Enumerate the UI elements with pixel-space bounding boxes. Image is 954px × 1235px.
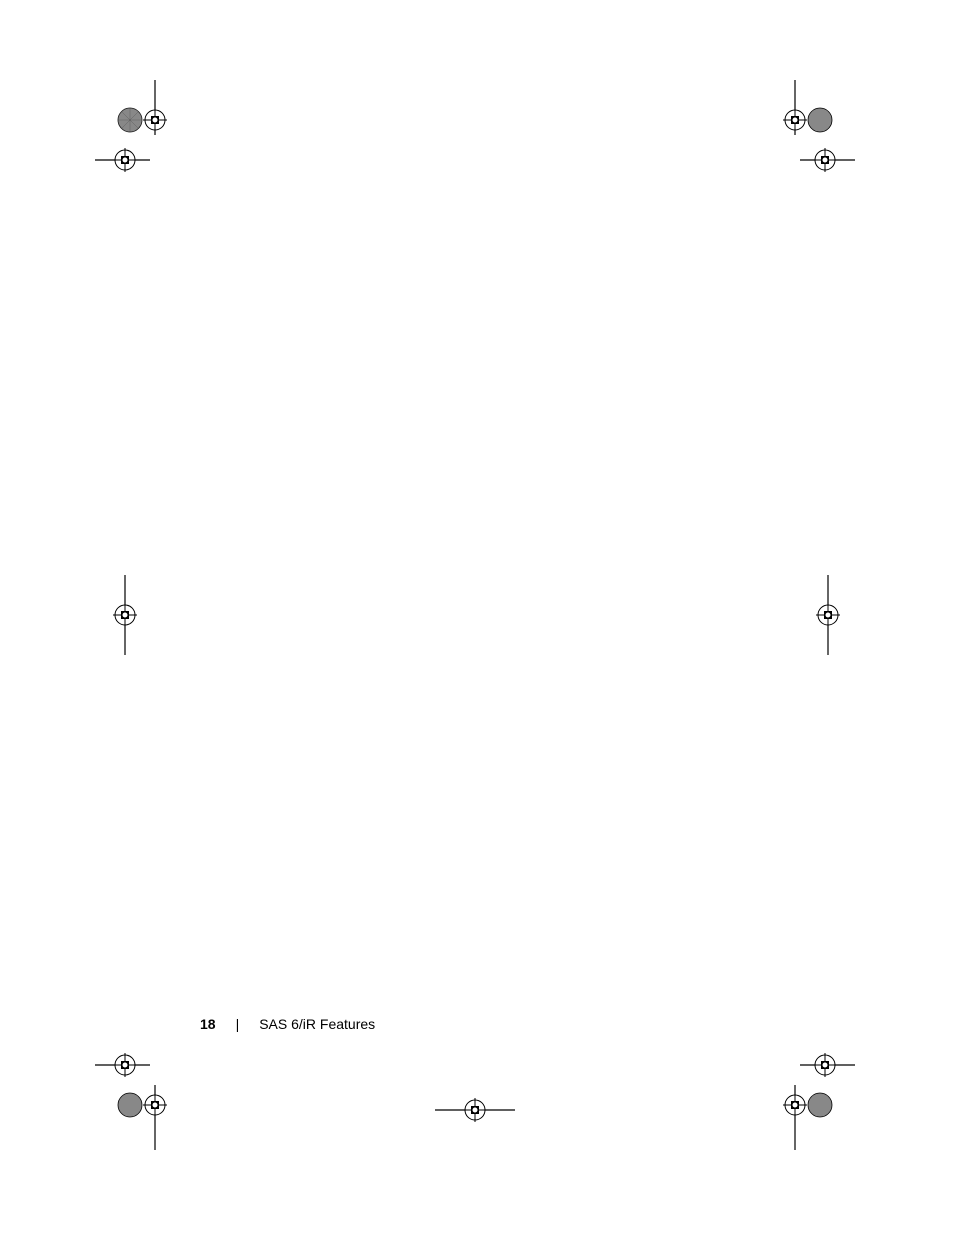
- cropmark-bottom-right: [745, 1030, 855, 1150]
- footer-separator: |: [236, 1016, 240, 1032]
- page-footer: 18 | SAS 6/iR Features: [200, 1016, 375, 1032]
- cropmark-mid-left: [95, 575, 155, 655]
- page-number: 18: [200, 1016, 216, 1032]
- cropmark-mid-right: [798, 575, 858, 655]
- cropmark-bottom-center: [435, 1085, 515, 1135]
- cropmark-top-left: [95, 80, 205, 190]
- cropmark-bottom-left: [95, 1030, 205, 1150]
- cropmark-top-right: [745, 80, 855, 190]
- section-title: SAS 6/iR Features: [259, 1016, 375, 1032]
